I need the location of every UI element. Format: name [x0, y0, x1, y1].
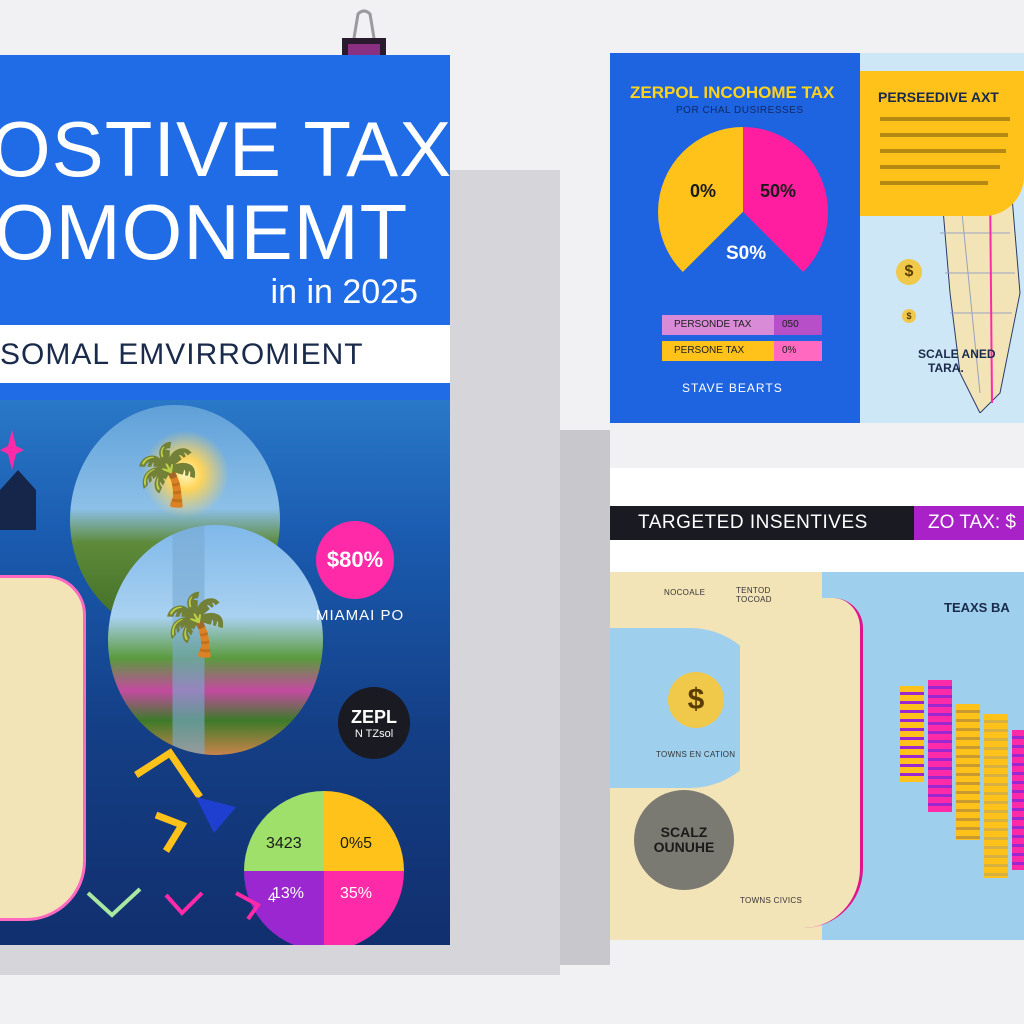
- callout-text-line: [880, 133, 1008, 137]
- tax-row-1-value: 050: [774, 315, 822, 335]
- bar-column-5: [1012, 730, 1024, 870]
- chevron-yellow-icon: [134, 748, 203, 799]
- city-label: MIAMAI PO: [316, 607, 405, 624]
- subtitle-band-text: SOMAL EMVIRROMIENT: [0, 338, 364, 371]
- income-tax-subtitle: POR CHAL DUSIRESSES: [676, 105, 804, 116]
- incentives-band-text: TARGETED INSENTIVES: [638, 512, 868, 533]
- left-poster: OSTIVE TAX OMONEMT in in 2025 SOMAL EMVI…: [0, 55, 450, 945]
- map-title: TEAXS BA: [944, 600, 1010, 615]
- scale-label-line-1: SCALE ANED: [918, 347, 996, 361]
- perspective-title: PERSEEDIVE AXT: [878, 89, 999, 105]
- triangle-blue-icon: [196, 797, 236, 833]
- tax-row-2-label: PERSONE TAX: [674, 345, 745, 356]
- bar-column-2: [928, 680, 952, 812]
- left-pie-chart: [244, 791, 404, 945]
- headline-line-1: OSTIVE TAX: [0, 105, 450, 193]
- backdrop-panel-mid: [560, 430, 610, 965]
- dark-badge: ZEPL N TZsol: [338, 687, 410, 759]
- checkmark-green-icon: [86, 887, 142, 918]
- scale-circle-line-2: OUNUHE: [653, 839, 715, 855]
- pie-left-label: 0%: [690, 181, 717, 201]
- florida-peninsula: [740, 598, 863, 928]
- tax-row-1: PERSONDE TAX: [662, 315, 784, 335]
- florida-map-left: [0, 575, 86, 921]
- tax-row-1-value-text: 050: [782, 319, 799, 330]
- headline-line-2: OMONEMT: [0, 188, 409, 276]
- arrow-pink-icon: [235, 891, 261, 921]
- pie-label-3: 13%: [272, 885, 305, 902]
- dark-badge-caption: N TZsol: [354, 727, 394, 740]
- dollar-coin-icon-small: $: [902, 309, 916, 323]
- scale-circle-line-1: SCALZ: [660, 823, 708, 840]
- sparkle-icon: [0, 430, 24, 470]
- perspective-callout: [860, 71, 1024, 216]
- dark-badge-title: ZEPL: [350, 706, 397, 727]
- map-label-1: NOCOALE: [664, 588, 706, 597]
- backdrop-floor: [0, 945, 560, 975]
- pie-right-label: 50%: [760, 181, 797, 201]
- bar-column-3: [956, 704, 980, 840]
- bottom-right-poster: TARGETED INSENTIVES ZO TAX: $ TEAXS BA $…: [610, 468, 1024, 940]
- state-benefits-footer: STAVE BEARTS: [682, 381, 783, 395]
- pie-center-label: S0%: [726, 243, 767, 264]
- subtitle-band: [0, 325, 450, 383]
- zigzag-yellow-icon: [154, 811, 188, 853]
- map-label-3: TOWNS EN CATION: [656, 750, 736, 759]
- income-tax-title: ZERPOL INCOHOME TAX: [630, 83, 835, 102]
- tax-row-1-label: PERSONDE TAX: [674, 319, 752, 330]
- tax-row-2-value-text: 0%: [782, 345, 797, 356]
- bar-column-1: [900, 686, 924, 782]
- dollar-coin-icon-large: $: [668, 672, 724, 728]
- corner-number: 4: [268, 889, 276, 905]
- bar-column-4: [984, 714, 1008, 878]
- callout-text-line: [880, 165, 1000, 169]
- callout-text-line: [880, 149, 1006, 153]
- income-tax-pie-chart: [658, 127, 828, 297]
- map-label-4: TOWNS CIVICS: [740, 896, 803, 905]
- year-text: in in 2025: [270, 273, 418, 311]
- house-icon: [0, 470, 36, 530]
- incentives-band-highlight: [914, 506, 1024, 540]
- map-label-2: TENTOD TOCOAD: [736, 586, 772, 604]
- callout-text-line: [880, 181, 988, 185]
- top-right-poster: ZERPOL INCOHOME TAX POR CHAL DUSIRESSES …: [610, 53, 1024, 423]
- scale-label-line-2: TARA.: [928, 361, 964, 376]
- scale-label: SCALE ANED TARA.: [918, 347, 996, 376]
- checkmark-pink-icon: [164, 891, 204, 916]
- tax-row-2: PERSONE TAX: [662, 341, 784, 361]
- pink-percent-badge: $80%: [316, 521, 394, 599]
- dollar-coin-icon: $: [896, 259, 922, 285]
- backdrop-panel-left: [450, 170, 560, 965]
- callout-text-line: [880, 117, 1010, 121]
- incentives-band-highlight-text: ZO TAX: $: [928, 512, 1016, 533]
- tax-row-2-value: 0%: [774, 341, 822, 361]
- pie-label-4: 35%: [340, 885, 373, 902]
- pie-label-2: 0%5: [340, 835, 373, 852]
- garden-skyline-photo: 🌴: [108, 525, 323, 755]
- scale-overview-circle: SCALZ OUNUHE: [634, 790, 734, 890]
- pie-label-1: 3423: [266, 835, 302, 852]
